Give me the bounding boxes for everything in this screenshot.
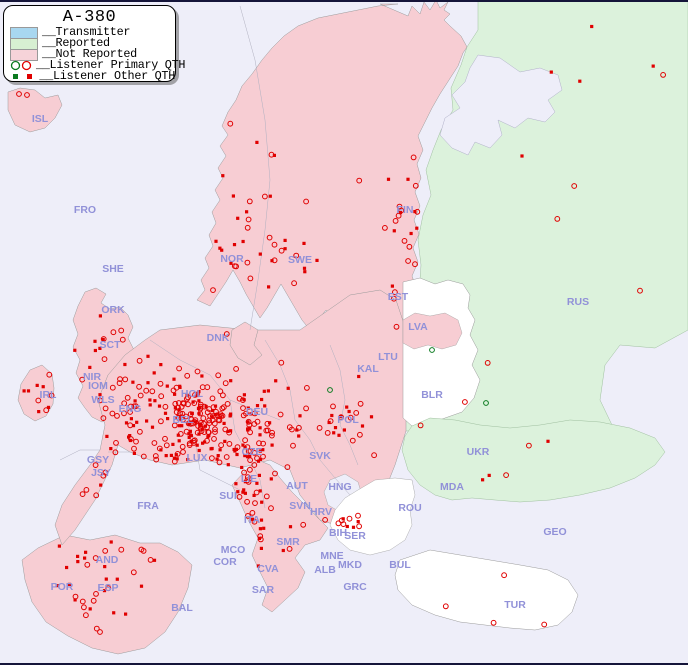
svg-text:HRV: HRV [310,506,332,518]
svg-text:SWE: SWE [288,254,312,266]
svg-text:BEL: BEL [173,414,195,426]
svg-text:RUS: RUS [567,296,589,308]
svg-text:SUI: SUI [219,490,237,502]
svg-text:BAL: BAL [171,602,193,614]
svg-text:ITA: ITA [244,514,261,526]
svg-text:DEU: DEU [246,406,268,418]
svg-text:HOL: HOL [181,388,204,400]
svg-text:POR: POR [51,581,74,593]
svg-text:IRL: IRL [40,389,58,401]
svg-text:TUR: TUR [504,599,526,611]
svg-text:ENG: ENG [119,403,142,415]
svg-text:FRO: FRO [74,204,96,216]
svg-text:LUX: LUX [187,452,208,464]
svg-text:HNG: HNG [328,481,351,493]
svg-text:JSY: JSY [91,467,111,479]
svg-text:FIN: FIN [397,204,414,216]
svg-text:SVK: SVK [309,450,331,462]
svg-text:POL: POL [337,414,359,426]
svg-text:GEO: GEO [543,526,566,538]
svg-text:MKD: MKD [338,559,362,571]
svg-text:FRA: FRA [137,500,159,512]
svg-text:NOR: NOR [220,253,244,265]
svg-text:GRC: GRC [343,581,367,593]
svg-text:LTU: LTU [378,351,398,363]
svg-text:GSY: GSY [87,454,109,466]
svg-text:SAR: SAR [252,584,275,596]
svg-text:MCO: MCO [221,544,246,556]
svg-text:ORK: ORK [101,304,125,316]
svg-text:CVA: CVA [257,563,279,575]
svg-text:WLS: WLS [91,394,114,406]
svg-text:BLR: BLR [421,389,443,401]
svg-text:CZE: CZE [242,446,263,458]
svg-text:EST: EST [388,291,409,303]
svg-text:UKR: UKR [467,446,490,458]
svg-text:ESP: ESP [97,582,118,594]
svg-text:AND: AND [96,554,119,566]
svg-text:COR: COR [213,556,237,568]
svg-text:SHE: SHE [102,263,124,275]
svg-text:IOM: IOM [88,380,108,392]
svg-text:KAL: KAL [357,363,379,375]
svg-text:SVN: SVN [289,500,311,512]
svg-text:ISL: ISL [32,113,49,125]
svg-text:DNK: DNK [207,332,230,344]
svg-text:LVA: LVA [408,321,428,333]
svg-text:AUT: AUT [286,480,308,492]
svg-text:MDA: MDA [440,481,464,493]
svg-text:SCT: SCT [100,339,122,351]
svg-text:LIE: LIE [241,473,257,485]
svg-text:ROU: ROU [398,502,421,514]
svg-text:SMR: SMR [276,536,300,548]
svg-text:ALB: ALB [314,564,336,576]
svg-text:SER: SER [344,530,366,542]
svg-text:BUL: BUL [389,559,411,571]
